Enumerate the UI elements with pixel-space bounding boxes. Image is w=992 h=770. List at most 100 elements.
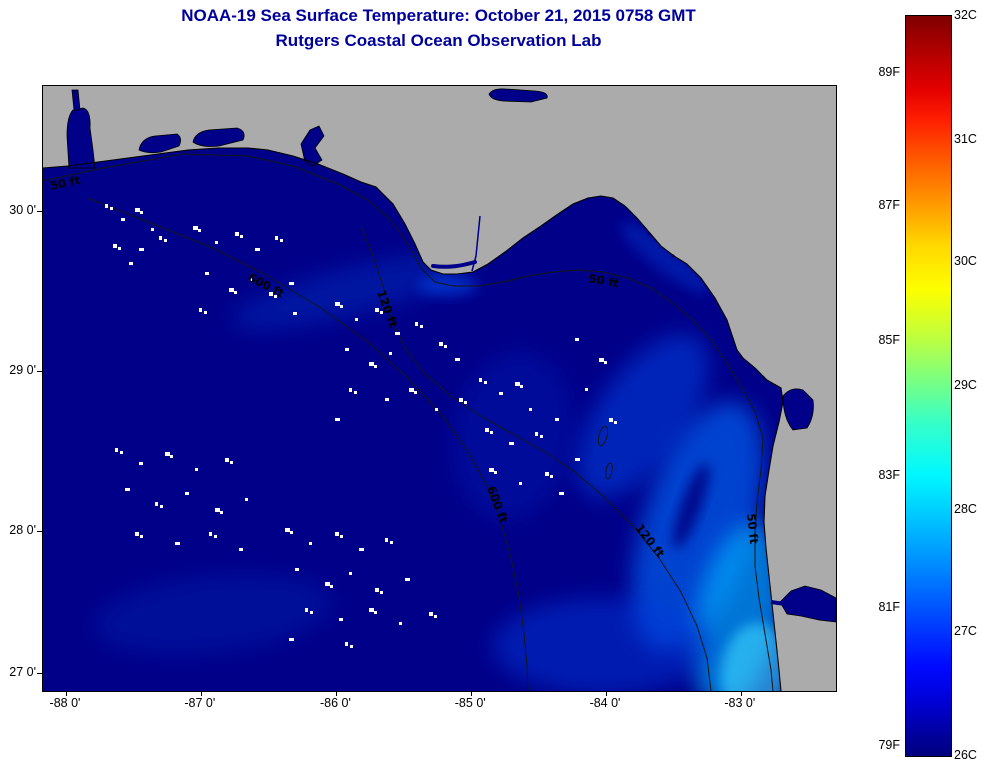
colorbar-celsius-tick: 26C <box>954 748 977 762</box>
cloud-speck <box>310 611 313 614</box>
cloud-speck <box>165 452 170 456</box>
cloud-speck <box>140 211 143 214</box>
colorbar-celsius-tick: 27C <box>954 624 977 639</box>
cloud-speck <box>214 535 217 538</box>
cloud-speck <box>209 532 212 536</box>
y-tick-mark <box>37 672 42 674</box>
tampa-bay-channel <box>770 600 786 606</box>
cloud-speck <box>215 241 218 244</box>
cloud-speck <box>249 278 252 281</box>
cloud-speck <box>435 408 438 411</box>
x-tick-label: -87 0' <box>184 696 216 710</box>
colorbar-celsius-tick: 31C <box>954 131 977 146</box>
depth-contour-120ft <box>360 225 712 691</box>
cloud-speck <box>229 288 234 292</box>
cloud-speck <box>305 608 308 612</box>
cloud-speck <box>269 292 273 296</box>
tampa-bay <box>779 585 836 623</box>
cloud-speck <box>330 585 333 588</box>
land-mass <box>43 86 836 691</box>
cloud-speck <box>389 352 392 355</box>
x-tick-label: -86 0' <box>319 696 351 710</box>
map-plot: 50 ft 600 ft 120 ft 50 ft 600 ft 120 ft 50 ft <box>37 85 837 696</box>
cloud-speck <box>151 228 154 231</box>
cloud-speck <box>375 308 379 312</box>
cloud-speck <box>555 418 559 421</box>
cloud-speck <box>293 312 297 315</box>
cloud-speck <box>335 532 339 536</box>
cloud-speck <box>255 248 260 251</box>
x-tick-mark <box>336 691 338 696</box>
cloud-speck <box>285 528 290 532</box>
cloud-speck <box>429 612 433 616</box>
y-tick-label: 27 0' <box>9 664 36 679</box>
cloud-speck <box>390 541 393 544</box>
colorbar <box>905 15 952 757</box>
colorbar-celsius-labels: 32C 31C 30C 29C 28C 27C 26C <box>954 8 990 762</box>
x-tick-mark <box>471 691 473 696</box>
cloud-speck <box>444 345 447 348</box>
cloud-speck <box>245 498 248 501</box>
x-tick-mark <box>200 691 202 696</box>
cloud-speck <box>335 302 340 306</box>
closed-contour <box>597 425 609 447</box>
cloud-speck <box>499 392 503 395</box>
y-tick-label: 30 0' <box>9 203 36 218</box>
cloud-speck <box>110 207 113 210</box>
y-axis: 30 0' 29 0' 28 0' 27 0' <box>2 85 36 692</box>
cloud-speck <box>464 401 467 404</box>
cloud-speck <box>121 218 125 221</box>
cloud-speck <box>420 325 423 328</box>
cloud-speck <box>380 591 383 594</box>
cloud-speck <box>215 508 220 512</box>
cloud-speck <box>614 421 617 424</box>
depth-contour-600ft <box>87 197 529 691</box>
waccasassa-bay <box>782 388 814 431</box>
x-tick-mark <box>606 691 608 696</box>
y-tick-label: 28 0' <box>9 523 36 538</box>
cloud-speck <box>290 531 293 534</box>
cloud-speck <box>385 398 389 401</box>
cloud-speck <box>289 282 294 285</box>
choctawhatchee-bay <box>192 127 245 147</box>
apalachicola-river <box>471 215 481 272</box>
cloud-speck <box>193 226 198 230</box>
colorbar-celsius-tick: 30C <box>954 254 977 269</box>
cloud-speck <box>405 578 410 581</box>
cloud-speck <box>275 236 278 240</box>
cloud-speck <box>204 311 207 314</box>
inland-lake <box>488 88 548 103</box>
cloud-speck <box>225 458 229 462</box>
cloud-speck <box>374 611 377 614</box>
cloud-speck <box>198 229 201 232</box>
cloud-speck <box>354 391 357 394</box>
y-tick-mark <box>37 211 42 213</box>
y-tick-label: 29 0' <box>9 362 36 377</box>
cloud-speck <box>340 305 343 308</box>
cloud-speck <box>113 244 117 248</box>
cloud-speck <box>415 322 418 326</box>
cloud-speck <box>490 431 493 434</box>
cloud-speck <box>599 358 604 362</box>
cloud-speck <box>494 471 497 474</box>
cloud-speck <box>125 488 130 491</box>
cloud-speck <box>515 382 520 386</box>
cloud-speck <box>185 492 189 495</box>
depth-contours <box>43 153 774 691</box>
y-tick-mark <box>37 370 42 372</box>
colorbar-celsius-tick: 28C <box>954 501 977 516</box>
cloud-speck <box>289 638 294 641</box>
contour-label: 50 ft <box>744 513 761 545</box>
apalachicola-lagoon <box>431 260 477 269</box>
cloud-speck <box>234 291 237 294</box>
cloud-speck <box>170 455 173 458</box>
cloud-speck <box>575 338 579 341</box>
y-tick-mark <box>37 531 42 533</box>
pensacola-bay <box>138 133 181 154</box>
cloud-speck <box>399 622 402 625</box>
x-tick-label: -84 0' <box>589 696 621 710</box>
cloud-speck <box>349 572 352 575</box>
cloud-speck <box>139 462 143 465</box>
mobile-bay <box>66 107 96 169</box>
cloud-speck <box>175 542 180 545</box>
